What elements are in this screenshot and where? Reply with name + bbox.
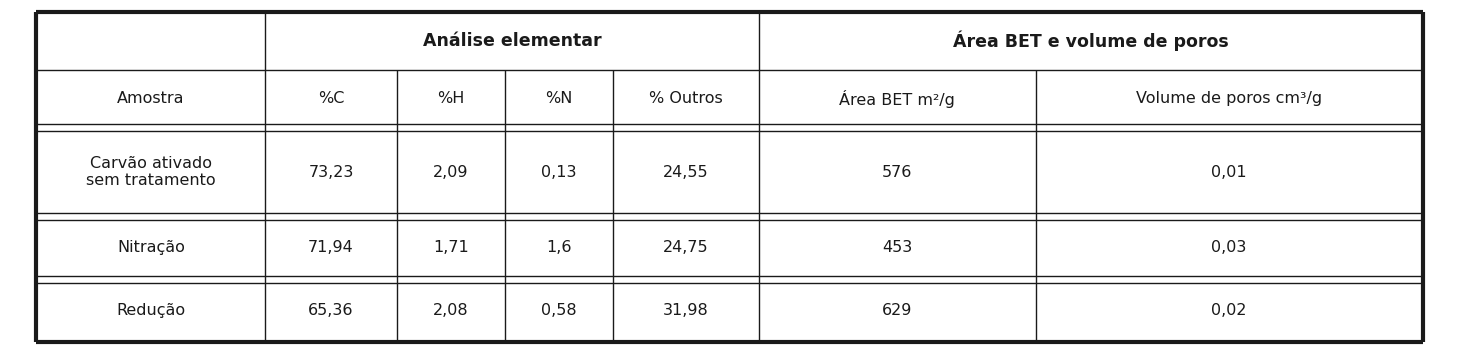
Text: Carvão ativado
sem tratamento: Carvão ativado sem tratamento [86, 156, 216, 188]
Text: 24,75: 24,75 [662, 240, 709, 255]
Text: 0,03: 0,03 [1211, 240, 1247, 255]
Text: 71,94: 71,94 [308, 240, 355, 255]
Text: 2,08: 2,08 [433, 303, 468, 318]
Text: 0,01: 0,01 [1211, 165, 1247, 179]
Text: 0,13: 0,13 [541, 165, 576, 179]
Text: 73,23: 73,23 [308, 165, 353, 179]
Text: 0,58: 0,58 [541, 303, 576, 318]
Text: Redução: Redução [117, 303, 185, 318]
Text: 576: 576 [883, 165, 912, 179]
Text: Nitração: Nitração [117, 240, 185, 255]
Text: % Outros: % Outros [649, 91, 722, 106]
Text: %N: %N [546, 91, 573, 106]
Text: Análise elementar: Análise elementar [423, 32, 601, 50]
Text: 65,36: 65,36 [308, 303, 353, 318]
Text: %C: %C [318, 91, 344, 106]
Text: 24,55: 24,55 [662, 165, 709, 179]
Text: 31,98: 31,98 [662, 303, 709, 318]
Text: 0,02: 0,02 [1211, 303, 1247, 318]
Text: Área BET e volume de poros: Área BET e volume de poros [953, 31, 1228, 51]
Text: 453: 453 [883, 240, 912, 255]
Text: Área BET m²/g: Área BET m²/g [839, 90, 956, 108]
Text: 2,09: 2,09 [433, 165, 468, 179]
Text: 629: 629 [883, 303, 912, 318]
Text: Amostra: Amostra [117, 91, 185, 106]
Text: Volume de poros cm³/g: Volume de poros cm³/g [1137, 91, 1322, 106]
Text: %H: %H [438, 91, 464, 106]
Text: 1,71: 1,71 [433, 240, 468, 255]
Text: 1,6: 1,6 [546, 240, 572, 255]
